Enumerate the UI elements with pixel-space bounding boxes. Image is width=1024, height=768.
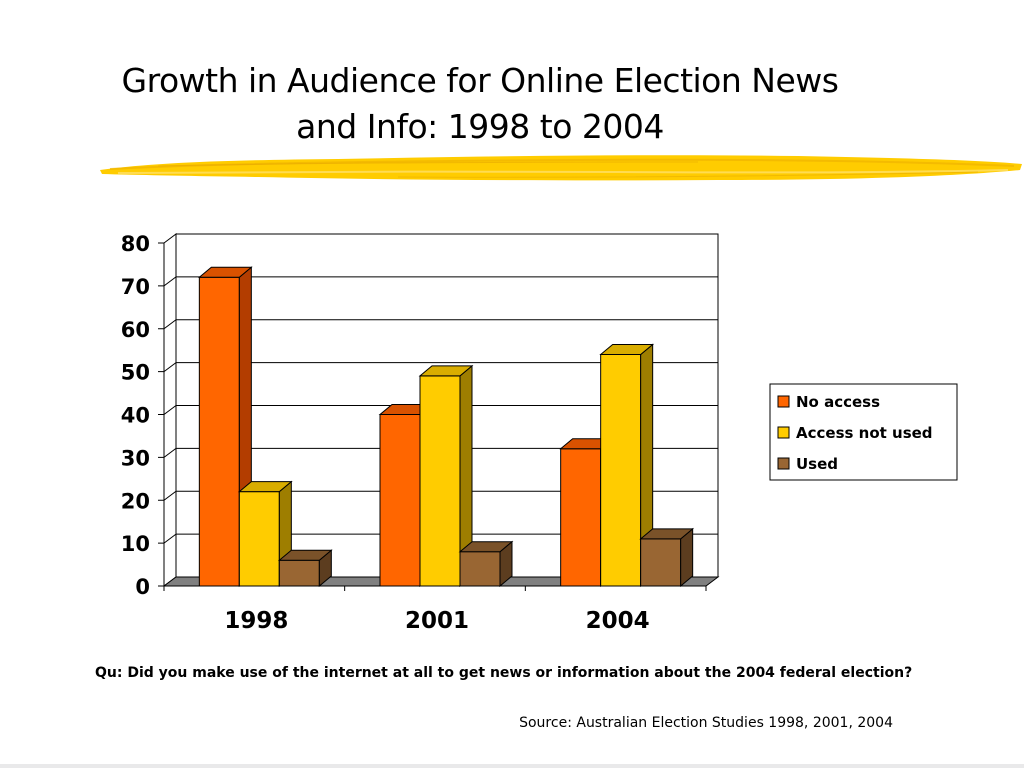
gridline-side xyxy=(163,490,177,501)
bar-top xyxy=(237,481,293,493)
bar xyxy=(458,540,514,588)
title-line-1: Growth in Audience for Online Election N… xyxy=(121,61,839,100)
y-tick-label: 20 xyxy=(121,489,150,513)
bar-front xyxy=(600,353,642,587)
bar-top xyxy=(197,266,253,278)
gridline-side xyxy=(163,533,177,544)
legend-box xyxy=(769,383,958,481)
bar xyxy=(277,549,333,588)
y-tick-label: 80 xyxy=(121,232,150,256)
legend-swatch xyxy=(777,395,790,408)
bar-front xyxy=(379,414,421,587)
bar-front xyxy=(459,551,501,587)
axis-layer: 0 10 20 30 40 50 60 70 80 1998 2001 2004 xyxy=(121,232,707,634)
bar-front xyxy=(560,448,602,587)
y-tick-label: 70 xyxy=(121,275,150,299)
gridline-side xyxy=(163,319,177,330)
bar-front xyxy=(238,491,280,587)
gridline-side xyxy=(163,405,177,415)
brush-stroke-decoration xyxy=(100,155,1022,181)
gridline-side xyxy=(163,447,177,458)
legend-label: No access xyxy=(796,393,880,411)
bar-top xyxy=(599,343,655,355)
bar-front xyxy=(278,559,320,587)
legend: No access Access not used Used xyxy=(769,383,958,481)
gridline-side xyxy=(163,276,177,287)
y-tick-label: 30 xyxy=(121,446,150,470)
survey-question: Qu: Did you make use of the internet at … xyxy=(95,665,913,681)
bar-top xyxy=(639,528,695,540)
bar-top xyxy=(418,365,474,377)
legend-swatch xyxy=(777,426,790,439)
bar xyxy=(599,343,655,588)
slide-title: Growth in Audience for Online Election N… xyxy=(60,58,900,150)
bar-front xyxy=(198,276,240,587)
x-tick-label: 1998 xyxy=(224,608,288,634)
bar-front xyxy=(640,538,682,587)
y-tick-label: 0 xyxy=(135,575,150,599)
legend-label: Used xyxy=(796,455,838,473)
bar-front xyxy=(419,375,461,587)
y-tick-label: 10 xyxy=(121,532,150,556)
x-tick-label: 2004 xyxy=(586,608,650,634)
title-line-2: and Info: 1998 to 2004 xyxy=(296,107,664,146)
y-tick-label: 60 xyxy=(121,318,150,342)
bar-top xyxy=(277,549,333,561)
footer-divider xyxy=(0,764,1024,768)
bars-layer xyxy=(197,266,695,588)
bar-top xyxy=(458,541,514,553)
source-note: Source: Australian Election Studies 1998… xyxy=(519,715,893,731)
legend-label: Access not used xyxy=(796,424,933,442)
y-tick-label: 50 xyxy=(121,361,150,385)
bar xyxy=(418,364,474,588)
legend-swatch xyxy=(777,457,790,470)
y-tick-label: 40 xyxy=(121,404,150,428)
bar-chart: 0 10 20 30 40 50 60 70 80 1998 2001 2004 No access A… xyxy=(121,232,958,634)
bar xyxy=(639,527,695,588)
gridline-side xyxy=(163,362,177,373)
x-tick-label: 2001 xyxy=(405,608,469,634)
